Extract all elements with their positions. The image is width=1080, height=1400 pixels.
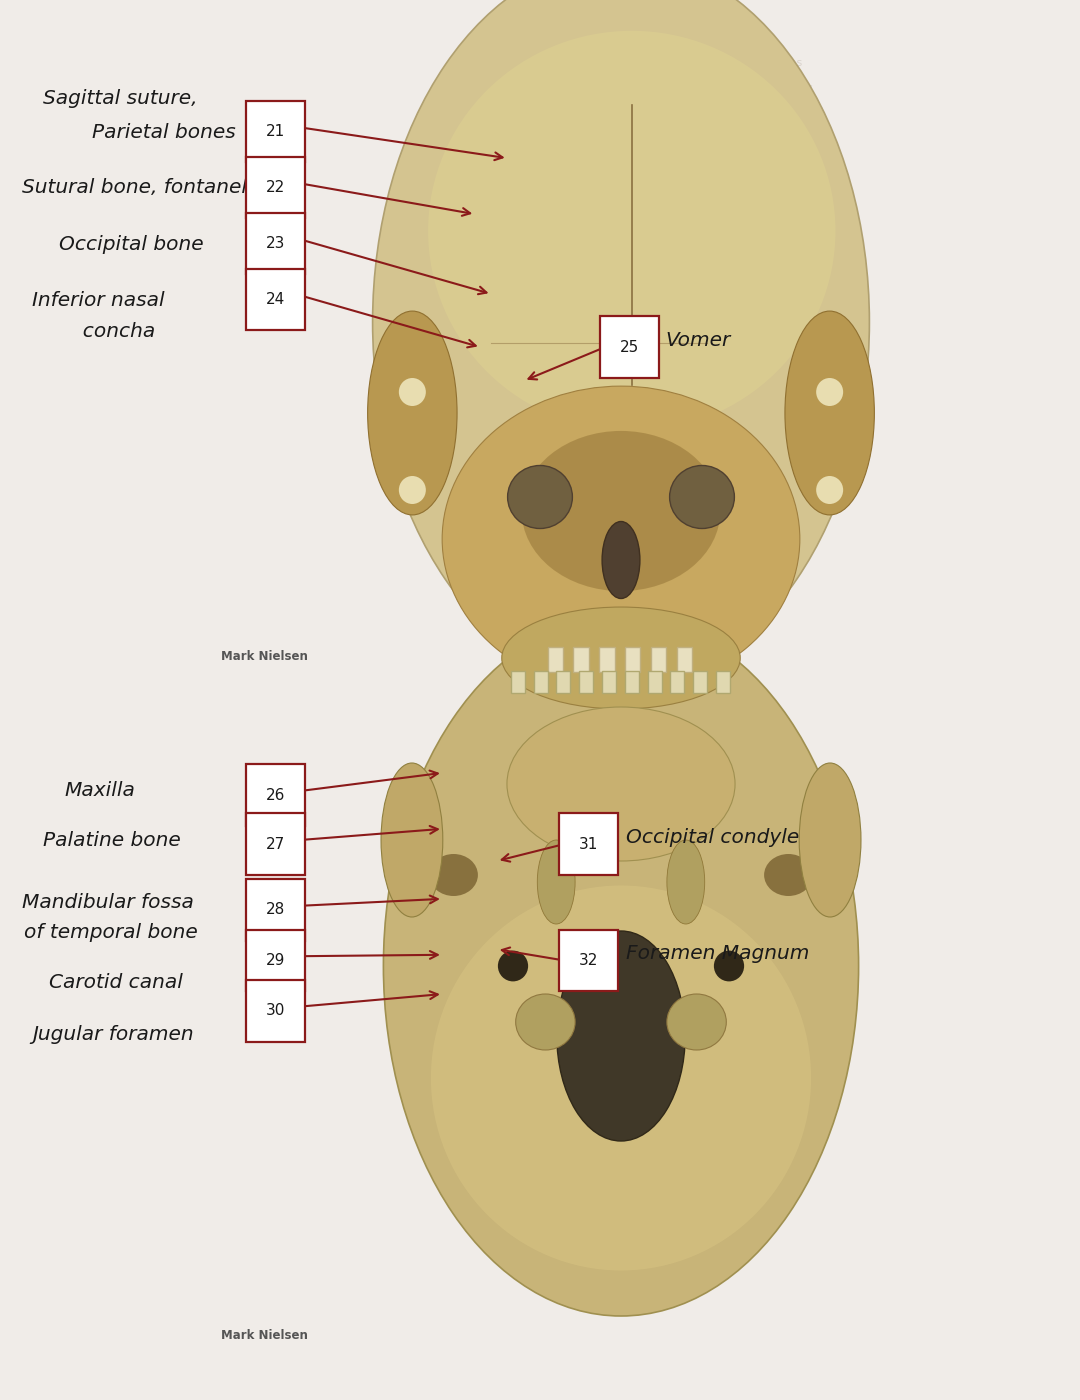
Text: 31: 31 — [579, 837, 598, 851]
Text: Parietal bones: Parietal bones — [92, 123, 235, 143]
Bar — [548, 647, 563, 672]
Text: Mark Nielsen: Mark Nielsen — [221, 650, 308, 664]
Ellipse shape — [799, 763, 861, 917]
FancyBboxPatch shape — [246, 813, 305, 875]
Bar — [625, 647, 640, 672]
Ellipse shape — [670, 465, 734, 528]
Text: Frontal bone - 15  16 17 18 19: Frontal bone - 15 16 17 18 19 — [666, 105, 824, 116]
Bar — [648, 671, 662, 693]
FancyBboxPatch shape — [246, 879, 305, 941]
Ellipse shape — [764, 854, 812, 896]
Ellipse shape — [515, 994, 575, 1050]
Bar — [579, 671, 593, 693]
Ellipse shape — [381, 763, 443, 917]
Bar — [677, 647, 692, 672]
FancyBboxPatch shape — [246, 101, 305, 162]
Bar — [651, 647, 666, 672]
Bar — [671, 671, 685, 693]
Bar — [602, 671, 616, 693]
FancyBboxPatch shape — [559, 930, 618, 991]
Ellipse shape — [667, 840, 704, 924]
Bar — [534, 671, 548, 693]
Ellipse shape — [667, 994, 727, 1050]
FancyBboxPatch shape — [246, 213, 305, 274]
Ellipse shape — [429, 854, 477, 896]
Ellipse shape — [508, 465, 572, 528]
Ellipse shape — [373, 0, 869, 686]
FancyBboxPatch shape — [600, 316, 659, 378]
Bar — [599, 647, 615, 672]
Ellipse shape — [816, 476, 843, 504]
Text: Carotid canal: Carotid canal — [49, 973, 183, 993]
Text: of temporal bone: of temporal bone — [24, 923, 198, 942]
Ellipse shape — [557, 931, 685, 1141]
Text: Sutural bone, fontanel: Sutural bone, fontanel — [22, 178, 246, 197]
Text: 26: 26 — [266, 788, 285, 802]
Ellipse shape — [498, 951, 528, 981]
Text: Mark Nielsen: Mark Nielsen — [221, 1329, 308, 1343]
Text: 28: 28 — [266, 903, 285, 917]
Bar — [693, 671, 707, 693]
Bar — [556, 671, 570, 693]
Text: 22: 22 — [266, 181, 285, 195]
Bar — [716, 671, 730, 693]
FancyBboxPatch shape — [246, 269, 305, 330]
Text: Jugular foramen: Jugular foramen — [32, 1025, 194, 1044]
Ellipse shape — [399, 476, 426, 504]
FancyBboxPatch shape — [246, 930, 305, 991]
Text: concha: concha — [70, 322, 156, 342]
Ellipse shape — [816, 378, 843, 406]
Text: Sagittal suture,: Sagittal suture, — [43, 88, 198, 108]
Text: 25: 25 — [620, 340, 639, 354]
Text: 29: 29 — [266, 953, 285, 967]
Text: 27: 27 — [266, 837, 285, 851]
Ellipse shape — [367, 311, 457, 515]
Text: sutures  22, 23, 24, 25, 26, 27: sutures 22, 23, 24, 25, 26, 27 — [656, 84, 813, 95]
Ellipse shape — [507, 707, 735, 861]
Text: Palatine bone: Palatine bone — [43, 830, 181, 850]
Bar — [625, 671, 639, 693]
Text: Inferior nasal: Inferior nasal — [32, 291, 165, 311]
Bar — [511, 671, 525, 693]
Ellipse shape — [502, 608, 740, 708]
Ellipse shape — [428, 31, 836, 431]
Ellipse shape — [383, 616, 859, 1316]
Text: Occipital bone: Occipital bone — [59, 235, 204, 255]
Ellipse shape — [602, 522, 639, 599]
Text: 23: 23 — [266, 237, 285, 251]
FancyBboxPatch shape — [559, 813, 618, 875]
Ellipse shape — [522, 431, 720, 591]
Text: Occipital condyle: Occipital condyle — [626, 827, 799, 847]
Ellipse shape — [442, 386, 800, 692]
Ellipse shape — [538, 840, 575, 924]
Text: 32: 32 — [579, 953, 598, 967]
Text: Parietal bones - Skull and Variations: Parietal bones - Skull and Variations — [602, 57, 802, 69]
Text: Vomer: Vomer — [665, 330, 730, 350]
Text: Foramen Magnum: Foramen Magnum — [626, 944, 810, 963]
Text: 21: 21 — [266, 125, 285, 139]
Ellipse shape — [399, 378, 426, 406]
FancyBboxPatch shape — [246, 980, 305, 1042]
Ellipse shape — [431, 886, 811, 1271]
Text: Maxilla: Maxilla — [65, 781, 136, 801]
Text: Mandibular fossa: Mandibular fossa — [22, 893, 193, 913]
FancyBboxPatch shape — [246, 157, 305, 218]
FancyBboxPatch shape — [246, 764, 305, 826]
Ellipse shape — [785, 311, 875, 515]
Ellipse shape — [714, 951, 744, 981]
Text: 24: 24 — [266, 293, 285, 307]
Text: 30: 30 — [266, 1004, 285, 1018]
Bar — [573, 647, 589, 672]
